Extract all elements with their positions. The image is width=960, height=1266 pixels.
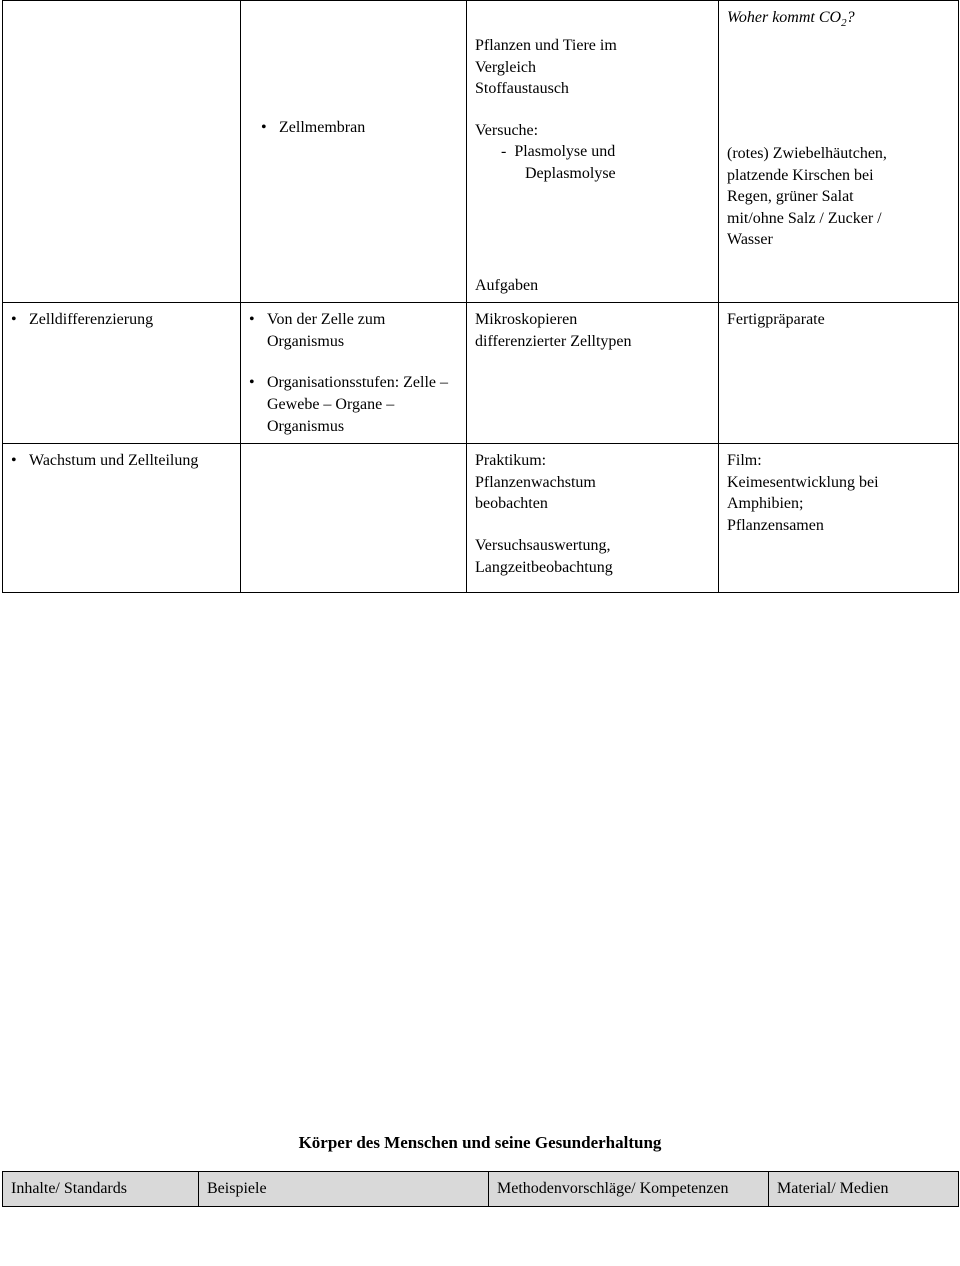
text-line: Versuchsauswertung, [475,535,710,557]
bullet-icon: • [249,372,267,437]
dash-text-cont: Deplasmolyse [475,163,710,185]
italic-question: Woher kommt CO2? [727,7,950,31]
bullet-icon: • [249,309,267,352]
text-line: Versuche: [475,120,710,142]
text-line: beobachten [475,493,710,515]
table-row: • Zelldifferenzierung • Von der Zelle zu… [3,303,959,444]
cell-r2c1: • Zelldifferenzierung [3,303,241,444]
cell-r3c4: Film: Keimesentwicklung bei Amphibien; P… [719,444,959,593]
table-row: • Zellmembran Pflanzen und Tiere im Verg… [3,1,959,303]
header-cell: Material/ Medien [769,1172,959,1207]
bullet-label: Wachstum und Zellteilung [29,450,232,472]
italic-qmark: ? [847,9,855,26]
cell-r2c3: Mikroskopieren differenzierter Zelltypen [467,303,719,444]
table-curriculum-2: Inhalte/ Standards Beispiele Methodenvor… [2,1171,959,1207]
text-line: Aufgaben [475,275,710,297]
text-line: Amphibien; [727,493,950,515]
cell-r3c3: Praktikum: Pflanzenwachstum beobachten V… [467,444,719,593]
section-heading: Körper des Menschen und seine Gesunderha… [0,1133,960,1153]
text-line: Mikroskopieren [475,309,710,331]
text-line: Film: [727,450,950,472]
text-line: Stoffaustausch [475,78,710,100]
text-line: differenzierter Zelltypen [475,331,710,353]
text-line: Pflanzenwachstum [475,472,710,494]
cell-r3c2 [241,444,467,593]
cell-r2c4: Fertigpräparate [719,303,959,444]
text-line: mit/ohne Salz / Zucker / [727,208,950,230]
dash-text: Plasmolyse und [514,143,615,160]
bullet-label: Von der Zelle zum Organismus [267,309,458,352]
text-line: Vergleich [475,57,710,79]
header-cell: Beispiele [199,1172,489,1207]
table-curriculum-1: • Zellmembran Pflanzen und Tiere im Verg… [2,0,959,593]
italic-text: Woher kommt CO [727,9,841,26]
cell-r3c1: • Wachstum und Zellteilung [3,444,241,593]
text-line: (rotes) Zwiebelhäutchen, [727,143,950,165]
bullet-icon: • [11,450,29,472]
cell-r1c4: Woher kommt CO2? (rotes) Zwiebelhäutchen… [719,1,959,303]
bullet-label: Zelldifferenzierung [29,309,232,331]
text-line: Praktikum: [475,450,710,472]
dash-item: - Plasmolyse und [475,141,710,163]
text-line: Pflanzensamen [727,515,950,537]
cell-r2c2: • Von der Zelle zum Organismus • Organis… [241,303,467,444]
text-line: Keimesentwicklung bei [727,472,950,494]
bullet-icon: • [11,309,29,331]
text-line: platzende Kirschen bei [727,165,950,187]
cell-r1c3: Pflanzen und Tiere im Vergleich Stoffaus… [467,1,719,303]
text-line: Regen, grüner Salat [727,186,950,208]
cell-r1c1 [3,1,241,303]
table-header-row: Inhalte/ Standards Beispiele Methodenvor… [3,1172,959,1207]
bullet-label: Zellmembran [279,117,458,139]
table-row: • Wachstum und Zellteilung Praktikum: Pf… [3,444,959,593]
cell-r1c2: • Zellmembran [241,1,467,303]
header-cell: Inhalte/ Standards [3,1172,199,1207]
text-line: Fertigpräparate [727,309,950,331]
text-line: Langzeitbeobachtung [475,557,710,579]
text-line: Pflanzen und Tiere im [475,35,710,57]
header-cell: Methodenvorschläge/ Kompetenzen [489,1172,769,1207]
bullet-icon: • [249,117,279,139]
bullet-label: Organisationsstufen: Zelle – Gewebe – Or… [267,372,458,437]
text-line: Wasser [727,229,950,251]
